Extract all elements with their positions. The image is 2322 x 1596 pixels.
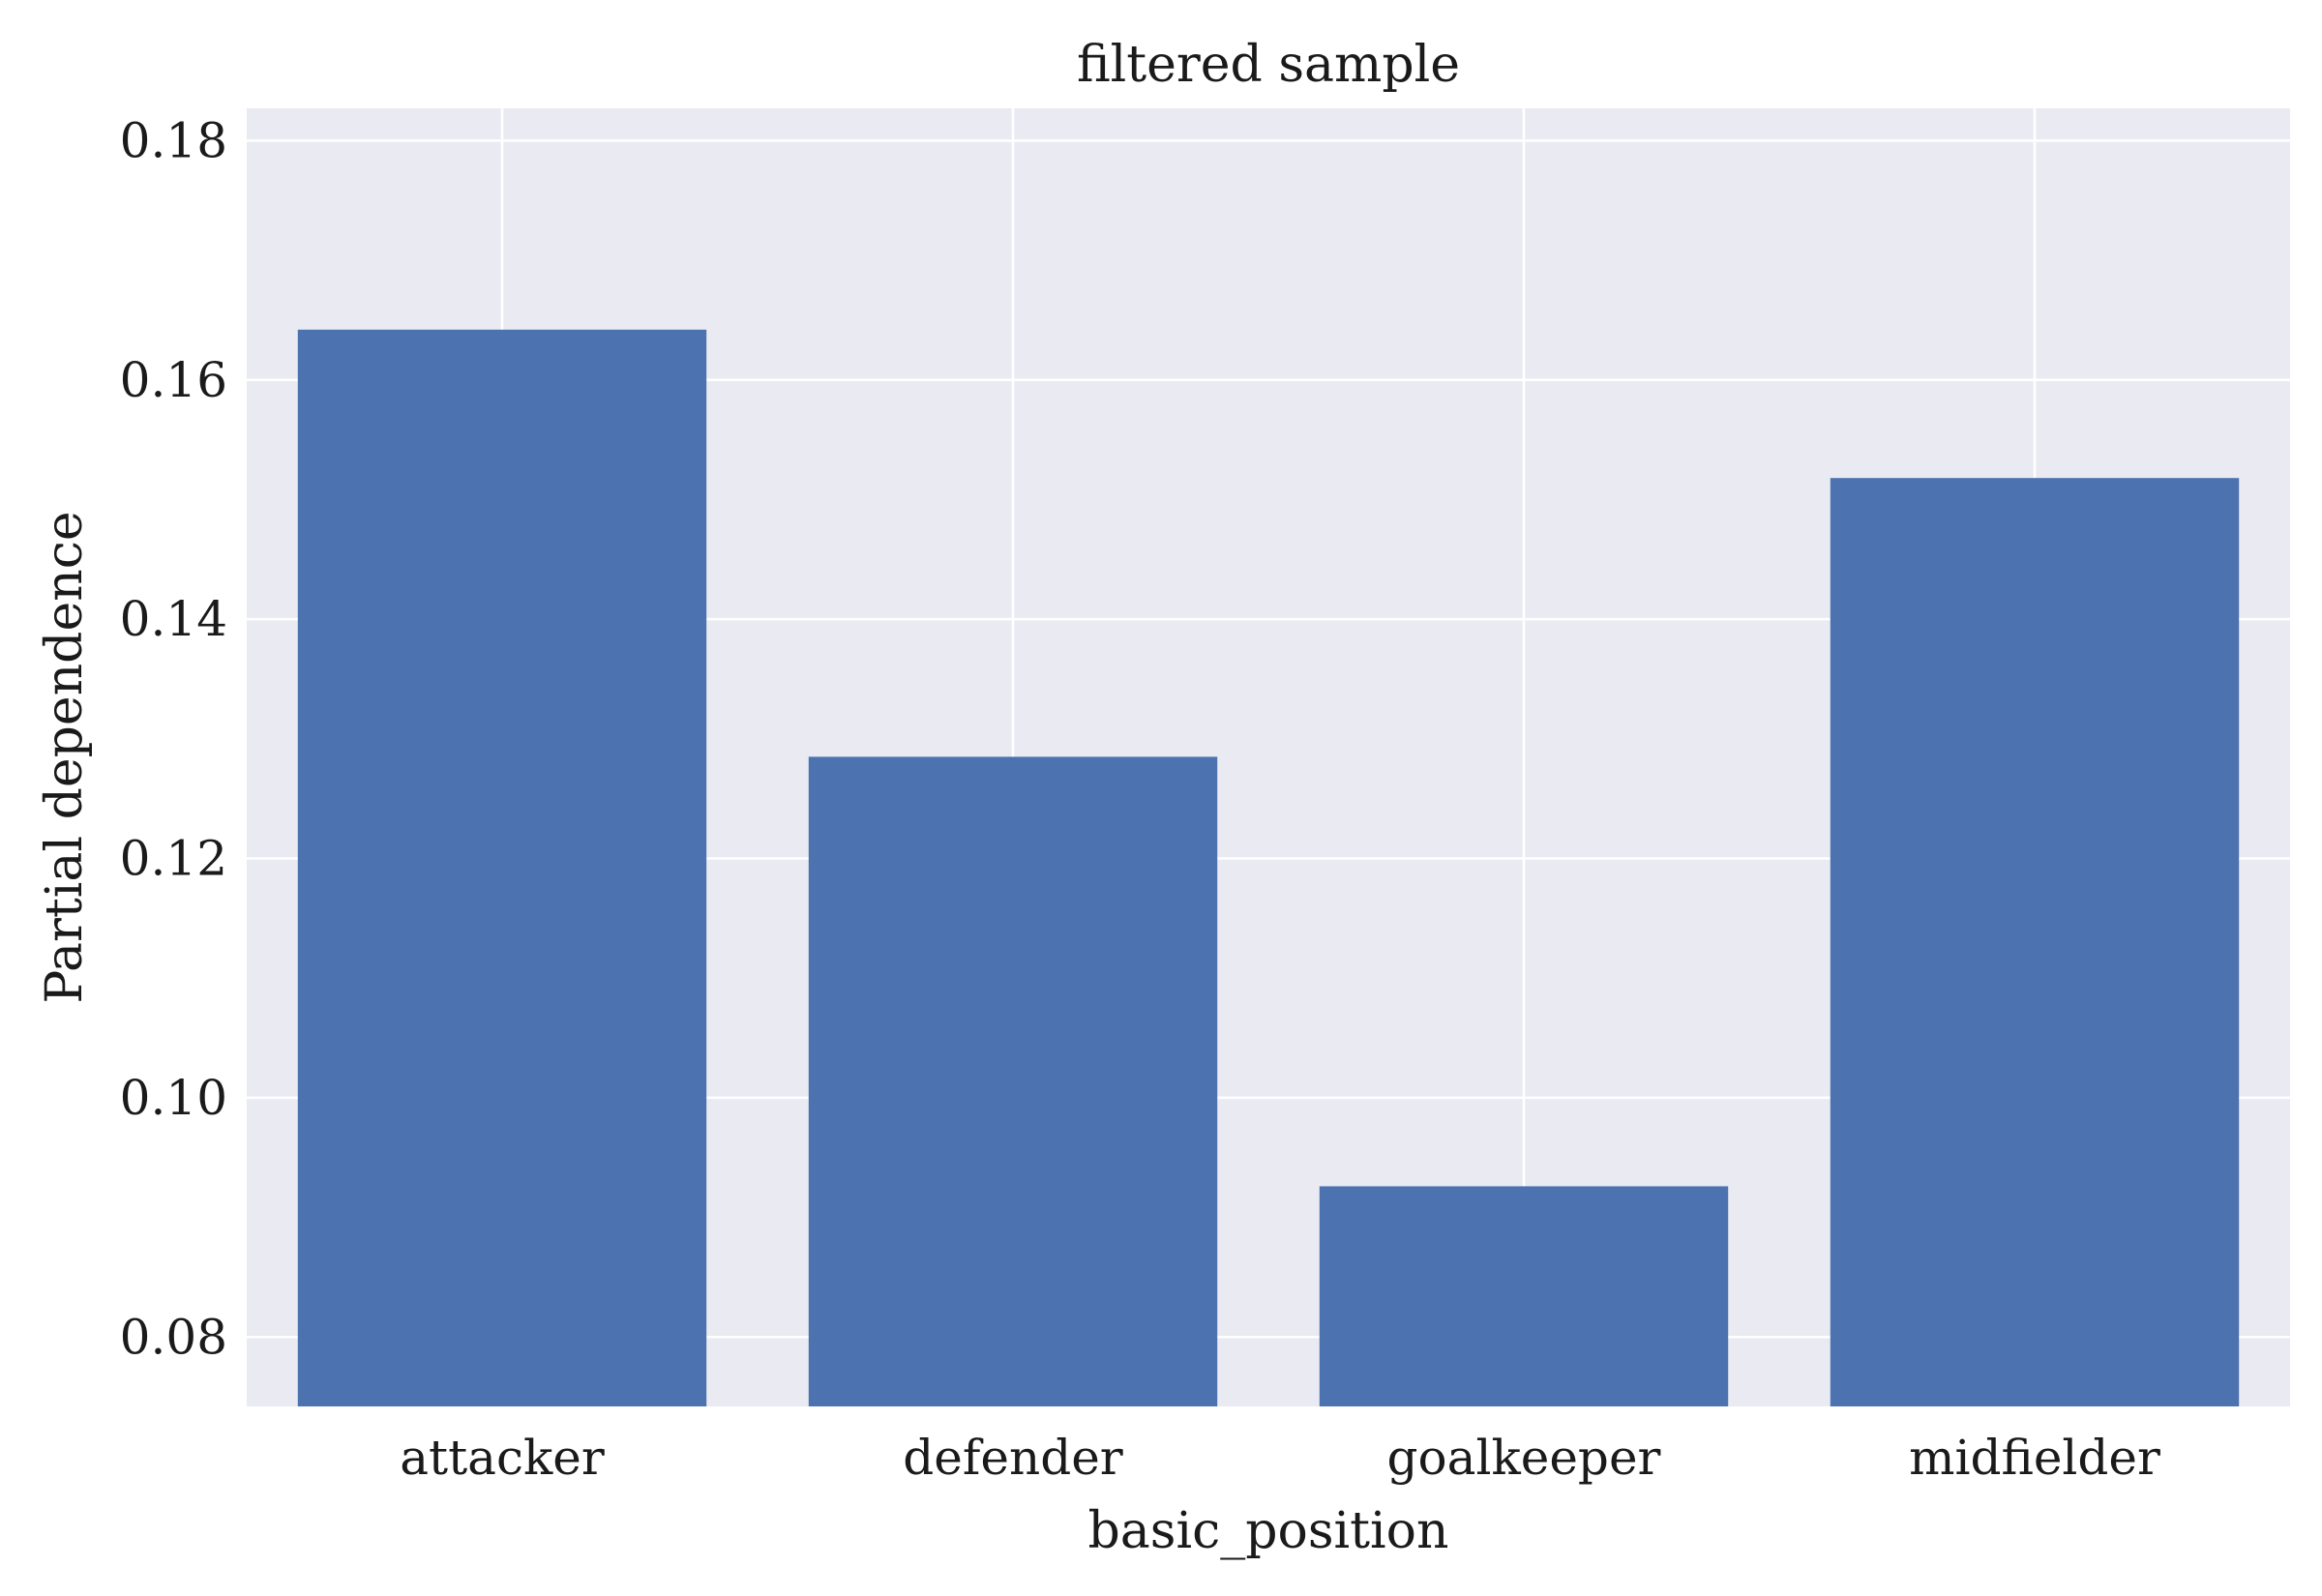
bar-attacker	[297, 329, 707, 1406]
bar-midfielder	[1830, 478, 2240, 1406]
y-tick-label: 0.14	[120, 591, 227, 647]
x-axis-title: basic_position	[1088, 1502, 1449, 1560]
y-tick-label: 0.12	[120, 831, 227, 887]
x-tick-label-attacker: attacker	[400, 1430, 605, 1486]
x-tick-labels: attacker defender goalkeeper midfielder	[400, 1430, 2160, 1486]
y-tick-label: 0.16	[120, 352, 227, 408]
y-tick-label: 0.10	[120, 1070, 227, 1126]
y-axis-title: Partial dependence	[36, 511, 94, 1003]
y-tick-label: 0.08	[120, 1309, 227, 1365]
y-tick-labels: 0.08 0.10 0.12 0.14 0.16 0.18	[120, 112, 227, 1365]
chart-title: filtered sample	[1077, 36, 1460, 94]
x-tick-label-defender: defender	[903, 1430, 1122, 1486]
bar-defender	[808, 756, 1218, 1406]
x-tick-label-goalkeeper: goalkeeper	[1387, 1430, 1661, 1486]
bar-goalkeeper	[1319, 1186, 1729, 1406]
x-tick-label-midfielder: midfielder	[1909, 1430, 2160, 1486]
y-tick-label: 0.18	[120, 112, 227, 168]
bars	[297, 329, 2240, 1406]
